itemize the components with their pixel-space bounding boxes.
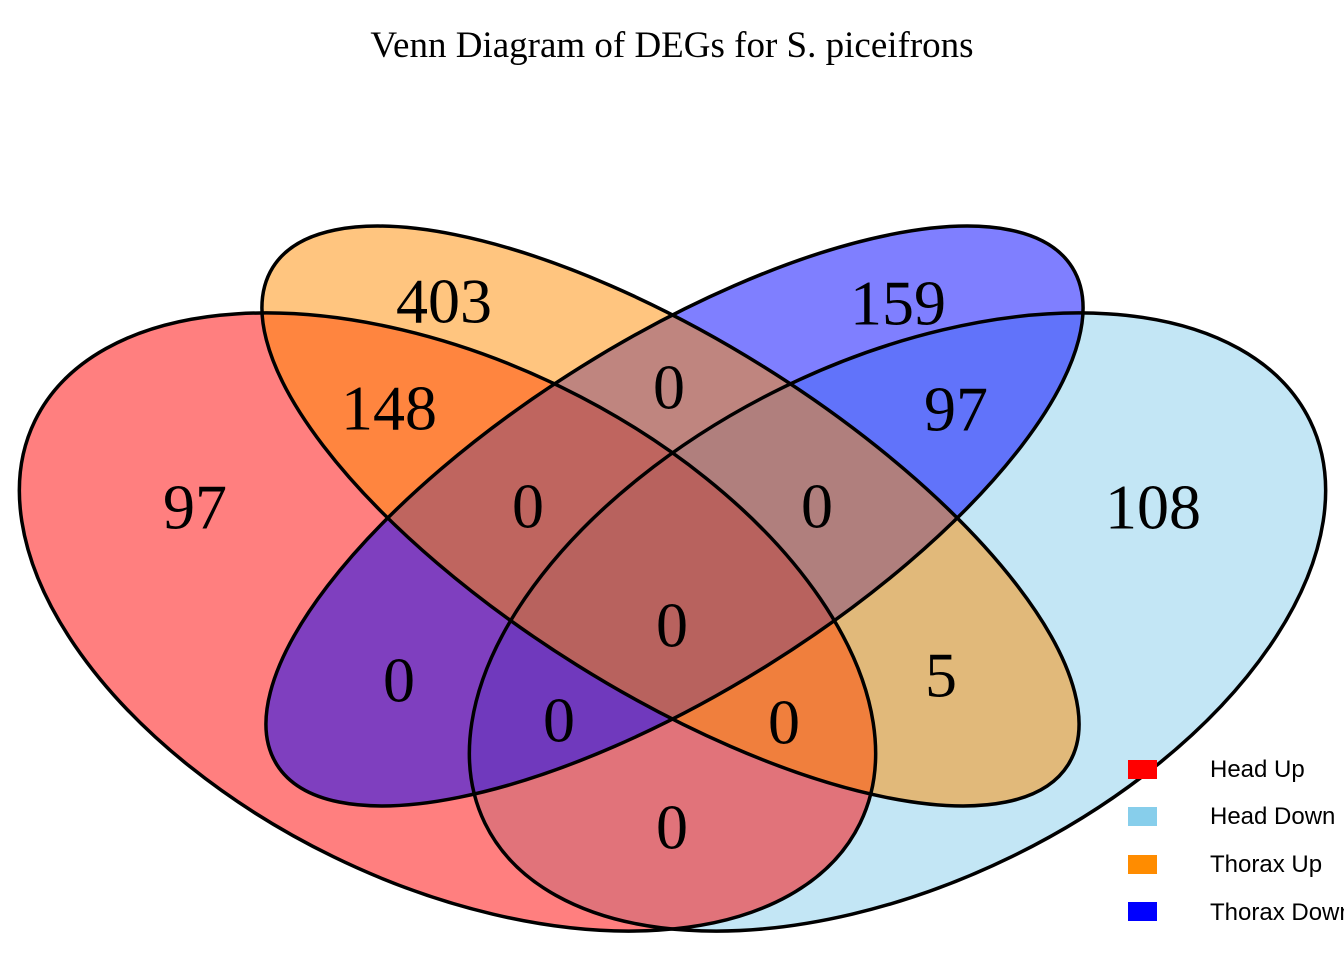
count-head-up-only: 97 — [163, 472, 227, 543]
venn-outline-thorax-down — [264, 224, 1085, 808]
count-head-down-only: 108 — [1105, 472, 1201, 543]
venn-ellipse-thorax-up — [261, 226, 1080, 806]
legend-swatch-head-up — [1128, 760, 1157, 779]
count-head-up-thorax-down: 0 — [383, 645, 415, 716]
venn-outline-head-down — [467, 311, 1328, 933]
legend: Head Up Head Down Thorax Up Thorax Down — [1128, 756, 1344, 926]
chart-title: Venn Diagram of DEGs for S. piceifrons — [370, 25, 973, 66]
count-head-up-thorax-up: 148 — [341, 373, 437, 444]
count-head-up-thorax-up-head-down: 0 — [768, 687, 800, 758]
venn-outline-thorax-up — [260, 224, 1081, 808]
count-head-up-head-down: 0 — [656, 792, 688, 863]
legend-label-thorax-up: Thorax Up — [1210, 851, 1322, 878]
count-thorax-up-thorax-down-head-down: 0 — [801, 471, 833, 542]
legend-label-thorax-down: Thorax Down — [1210, 899, 1344, 926]
legend-label-head-up: Head Up — [1210, 756, 1305, 783]
count-thorax-up-head-down: 5 — [925, 640, 957, 711]
legend-label-head-down: Head Down — [1210, 803, 1335, 830]
venn-region-counts: 97 403 159 108 148 97 0 0 0 0 0 0 0 5 0 — [163, 266, 1201, 863]
venn-outlines — [17, 224, 1328, 933]
legend-swatch-head-down — [1128, 807, 1157, 826]
count-thorax-up-thorax-down: 0 — [653, 352, 685, 423]
venn-outline-head-up — [17, 311, 878, 933]
count-thorax-down-only: 159 — [850, 268, 946, 339]
legend-swatch-thorax-down — [1128, 902, 1157, 921]
count-thorax-up-only: 403 — [396, 266, 492, 337]
legend-swatch-thorax-up — [1128, 855, 1157, 874]
venn-fills — [19, 226, 1326, 932]
count-all-four-sets: 0 — [656, 590, 688, 661]
count-thorax-down-head-down: 97 — [924, 374, 988, 445]
count-head-up-thorax-down-head-down: 0 — [543, 685, 575, 756]
count-head-up-thorax-up-thorax-down: 0 — [512, 471, 544, 542]
